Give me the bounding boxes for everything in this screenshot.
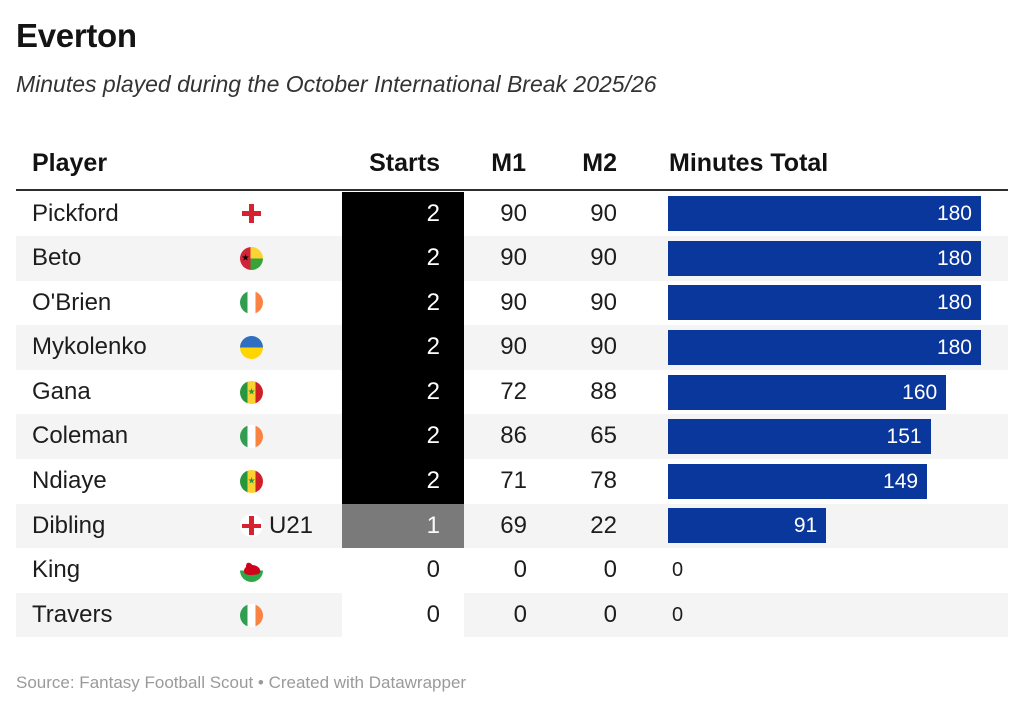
flag-senegal-icon [240,469,263,493]
starts-cell: 2 [342,414,464,460]
flag-england-icon [240,202,263,226]
minutes-total-bar: 180 [668,196,981,232]
header-divider [16,189,1008,192]
flag-wales-icon [240,559,263,583]
m2-cell: 0 [603,556,617,584]
m2-cell: 0 [603,600,617,628]
page-subtitle: Minutes played during the October Intern… [16,71,657,97]
m1-cell: 0 [513,600,527,628]
column-header-m1: M1 [491,149,526,177]
minutes-total-bar: 180 [668,330,981,366]
player-name: Gana [32,377,91,405]
minutes-total-bar: 151 [668,419,931,455]
column-header-starts: Starts [369,149,440,177]
column-header-m2: M2 [582,149,617,177]
table-row: Gana 2 72 88 160 [16,369,1008,415]
flag-ireland-icon [240,603,263,627]
flag-ukraine-icon [240,336,263,360]
minutes-total-bar-wrap: 151 [668,419,931,455]
table-row: O'Brien 2 90 90 180 [16,280,1008,326]
flag-senegal-icon [240,380,263,404]
minutes-total-bar: 160 [668,374,947,410]
column-header-minutes-total: Minutes Total [669,149,829,177]
starts-cell: 2 [342,459,464,504]
minutes-total-bar-wrap: 149 [668,463,928,499]
table-row: Coleman 2 86 65 151 [16,414,1008,460]
m1-cell: 90 [500,199,527,227]
m2-cell: 90 [590,199,617,227]
player-name: Travers [32,600,113,628]
starts-cell: 2 [342,325,464,370]
page-title: Everton [16,17,137,54]
minutes-total-zero-label: 0 [672,603,684,626]
starts-cell: 0 [342,548,464,593]
m1-cell: 71 [500,467,527,495]
player-name: Beto [32,244,82,272]
table-row: Dibling U21 1 69 22 91 [16,503,1008,549]
m1-cell: 72 [500,377,527,405]
m1-cell: 90 [500,244,527,272]
minutes-total-bar: 91 [668,508,827,544]
m1-cell: 90 [500,333,527,361]
starts-cell: 2 [342,191,464,237]
m2-cell: 90 [590,244,617,272]
minutes-total-bar-wrap: 91 [668,508,827,544]
flag-england-icon [240,514,263,538]
starts-cell: 2 [342,236,464,281]
m1-cell: 0 [513,556,527,584]
flag-guinea-bissau-icon [240,246,263,270]
starts-cell: 2 [342,280,464,326]
table-row: Ndiaye 2 71 78 149 [16,459,1008,504]
m2-cell: 22 [590,511,617,539]
player-name: Coleman [32,422,129,450]
table-row: Travers 0 0 0 0 [16,592,1008,638]
minutes-total-bar: 180 [668,240,981,276]
minutes-total-bar: 180 [668,285,981,321]
player-name: O'Brien [32,288,112,316]
table-row: King 0 0 0 0 [16,548,1008,593]
m2-cell: 78 [590,467,617,495]
player-name: Ndiaye [32,467,107,495]
flag-ireland-icon [240,425,263,449]
m2-cell: 65 [590,422,617,450]
minutes-total-bar: 149 [668,463,928,499]
m2-cell: 88 [590,377,617,405]
m1-cell: 86 [500,422,527,450]
column-header-player: Player [32,149,108,177]
source-note: Source: Fantasy Football Scout • Created… [16,673,467,692]
table-body: Pickford 2 90 90 180 Beto 2 90 90 180 O'… [16,191,1008,638]
m2-cell: 90 [590,333,617,361]
player-name: Dibling [32,511,106,539]
m2-cell: 90 [590,288,617,316]
table-row: Mykolenko 2 90 90 180 [16,325,1008,370]
player-name: Pickford [32,199,119,227]
minutes-total-bar-wrap: 180 [668,196,981,232]
m1-cell: 90 [500,288,527,316]
minutes-total-bar-wrap: 180 [668,285,981,321]
player-name: Mykolenko [32,333,147,361]
table-header: Player Starts M1 M2 Minutes Total [0,146,1024,180]
minutes-total-bar-wrap: 180 [668,240,981,276]
flag-note: U21 [269,511,314,539]
starts-cell: 1 [342,503,464,549]
minutes-total-zero-label: 0 [672,559,684,582]
table-row: Beto 2 90 90 180 [16,236,1008,281]
m1-cell: 69 [500,511,527,539]
minutes-total-bar-wrap: 180 [668,330,981,366]
table-row: Pickford 2 90 90 180 [16,191,1008,237]
minutes-total-bar-wrap: 160 [668,374,947,410]
flag-ireland-icon [240,291,263,315]
starts-cell: 0 [342,592,464,638]
starts-cell: 2 [342,369,464,415]
player-name: King [32,556,81,584]
